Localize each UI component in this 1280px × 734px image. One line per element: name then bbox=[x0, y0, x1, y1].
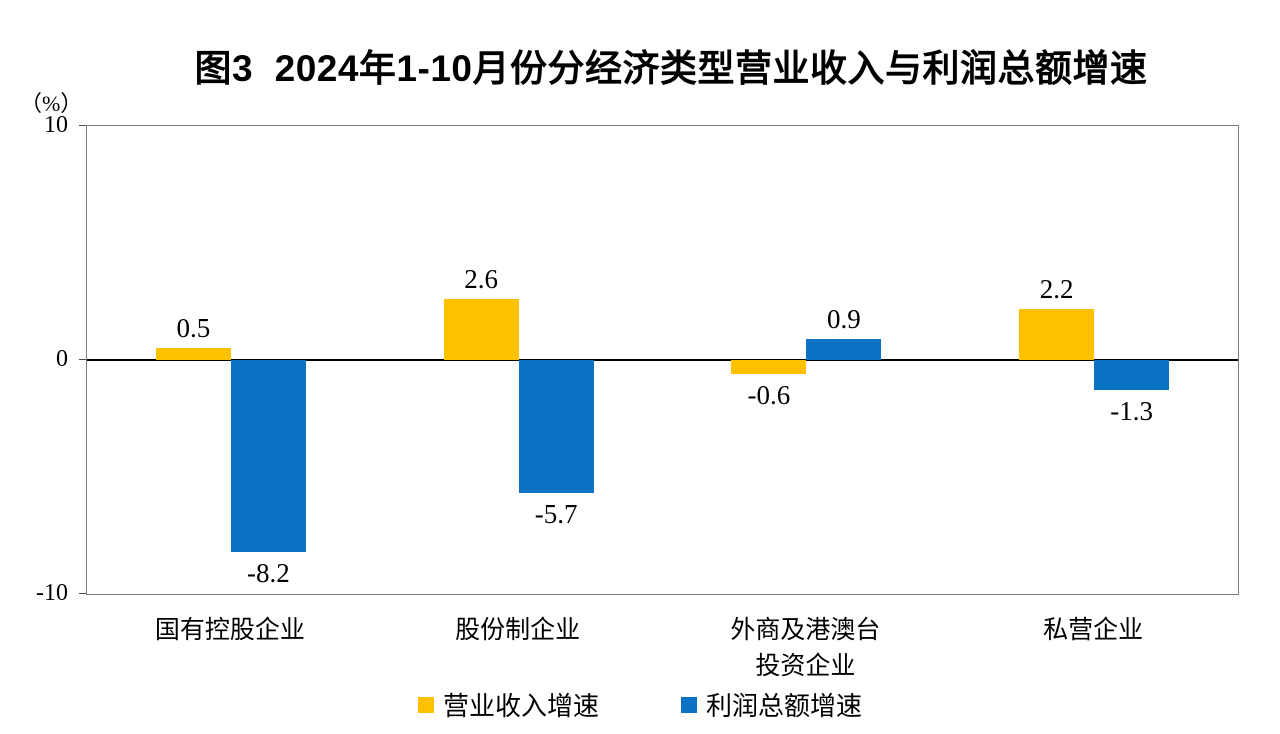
profit-bar bbox=[230, 360, 306, 552]
legend-item-profit: 利润总额增速 bbox=[681, 686, 862, 723]
legend-label-profit: 利润总额增速 bbox=[706, 692, 863, 721]
y-tick-mark bbox=[79, 359, 86, 360]
plot-area: 0.5 -8.2 2.6 -5.7 -0.6 0.9 2.2 -1.3 bbox=[86, 125, 1239, 595]
revenue-bar bbox=[155, 348, 231, 360]
y-tick-label: -10 bbox=[36, 580, 68, 606]
legend-item-revenue: 营业收入增速 bbox=[417, 686, 599, 723]
y-tick-label: 0 bbox=[56, 346, 68, 372]
profit-bar bbox=[806, 338, 882, 360]
bar-value-label: -8.2 bbox=[247, 557, 290, 588]
category-label: 股份制企业 bbox=[455, 617, 581, 644]
y-tick-mark bbox=[79, 593, 86, 594]
profit-bar bbox=[518, 360, 594, 494]
chart-title: 图3 2024年1-10月份分经济类型营业收入与利润总额增速 bbox=[194, 48, 1148, 89]
revenue-series-swatch bbox=[417, 696, 434, 713]
profit-series-swatch bbox=[681, 696, 697, 713]
legend: 营业收入增速 利润总额增速 bbox=[0, 686, 1280, 723]
legend-label-revenue: 营业收入增速 bbox=[442, 692, 599, 721]
revenue-bar bbox=[443, 299, 519, 360]
zero-axis-line bbox=[87, 359, 1238, 361]
bar-value-label: 2.6 bbox=[464, 264, 498, 295]
y-axis-unit-label: （%） bbox=[20, 91, 83, 116]
bar-value-label: -0.6 bbox=[747, 380, 791, 411]
profit-bar bbox=[1094, 360, 1170, 391]
y-tick-label: 10 bbox=[44, 112, 68, 138]
bar-value-label: 0.9 bbox=[827, 303, 861, 334]
bar-value-label: -1.3 bbox=[1110, 396, 1153, 427]
category-label: 国有控股企业 bbox=[154, 617, 305, 644]
revenue-bar bbox=[731, 360, 807, 375]
bar-value-label: -5.7 bbox=[534, 499, 578, 530]
bar-value-label: 0.5 bbox=[176, 313, 211, 344]
y-tick-mark bbox=[79, 125, 86, 126]
revenue-bar bbox=[1019, 308, 1095, 360]
bar-value-label: 2.2 bbox=[1039, 273, 1074, 304]
category-label: 外商及港澳台 投资企业 bbox=[730, 617, 881, 680]
category-label: 私营企业 bbox=[1043, 617, 1144, 644]
